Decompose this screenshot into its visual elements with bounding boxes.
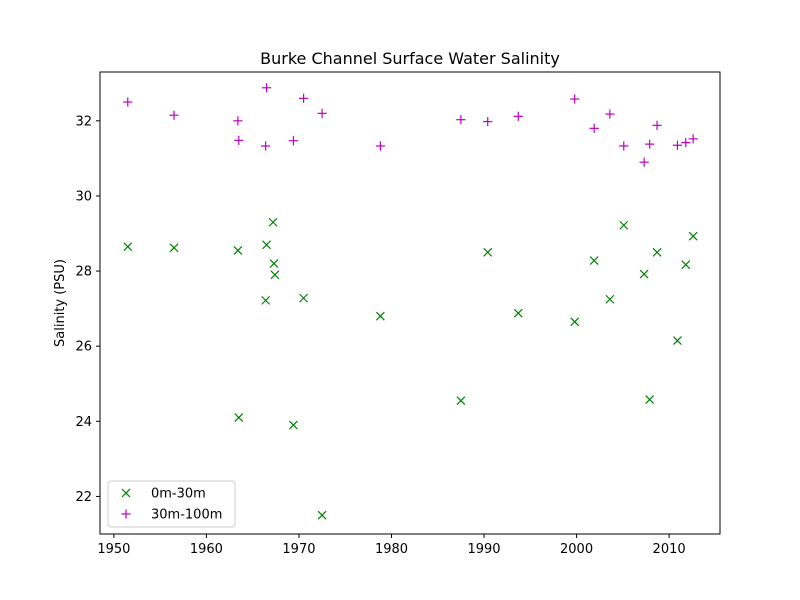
data-point [317,108,327,118]
data-point [513,111,523,121]
data-point [270,270,280,280]
data-point [169,243,179,253]
data-point [681,138,691,148]
x-tick-label: 2000 [560,542,593,557]
series-deep [123,83,698,167]
legend: 0m-30m 30m-100m [107,480,236,528]
y-tick-label: 32 [75,114,92,129]
x-tick-label: 1960 [190,542,223,557]
data-point [298,93,309,103]
data-point [269,259,279,268]
data-point [299,293,309,303]
chart-title: Burke Channel Surface Water Salinity [260,49,560,68]
data-point [234,135,244,145]
data-point [688,231,698,241]
data-point [681,260,691,270]
data-point [375,311,385,321]
y-tick-label: 30 [75,189,92,204]
x-tick-label: 1990 [467,542,500,557]
data-point [262,240,271,250]
data-point [261,83,272,93]
data-point [673,336,682,345]
x-tick-label: 1970 [282,542,315,557]
data-point [672,140,683,150]
data-point [652,247,662,257]
y-tick-label: 28 [75,265,92,280]
data-point [169,110,179,120]
data-point [589,123,599,133]
data-point [456,115,466,125]
data-point [605,109,615,119]
legend-label: 30m-100m [151,508,222,523]
data-point [688,134,698,144]
legend-label: 0m-30m [151,487,206,502]
data-point [645,139,655,149]
y-tick-label: 22 [75,490,92,505]
legend-box [107,480,236,528]
data-point [288,420,298,430]
data-point [375,141,385,151]
data-point [233,116,243,126]
data-point [268,217,278,227]
data-point [645,395,655,404]
data-point [570,94,580,104]
data-point [589,256,599,265]
data-point [639,157,649,167]
plot-area [123,83,698,520]
plot-frame [99,71,721,535]
data-point [652,120,662,130]
data-point [261,141,271,151]
x-tick-label: 1980 [375,542,408,557]
data-point [483,247,493,257]
series-shallow [123,217,698,520]
x-tick-label: 2010 [653,542,686,557]
data-point [234,413,244,422]
x-tick-label: 1950 [97,542,130,557]
data-point [619,220,629,230]
data-point [317,510,327,520]
data-point [483,116,493,127]
data-point [288,136,299,146]
data-point [570,317,580,327]
data-point [456,396,466,406]
data-point [233,245,243,255]
data-point [639,269,649,279]
y-axis: 22 24 26 28 30 32 [75,114,100,505]
data-point [123,97,133,107]
y-tick-label: 24 [75,415,92,430]
legend-marker [121,509,131,519]
y-tick-label: 26 [75,340,92,355]
data-point [513,308,523,318]
data-point [619,141,629,151]
y-axis-label: Salinity (PSU) [53,259,68,347]
data-point [261,295,271,305]
legend-marker [121,488,131,498]
x-axis: 1950 1960 1970 1980 1990 2000 2010 [97,534,686,557]
data-point [123,242,133,252]
data-point [605,294,615,304]
